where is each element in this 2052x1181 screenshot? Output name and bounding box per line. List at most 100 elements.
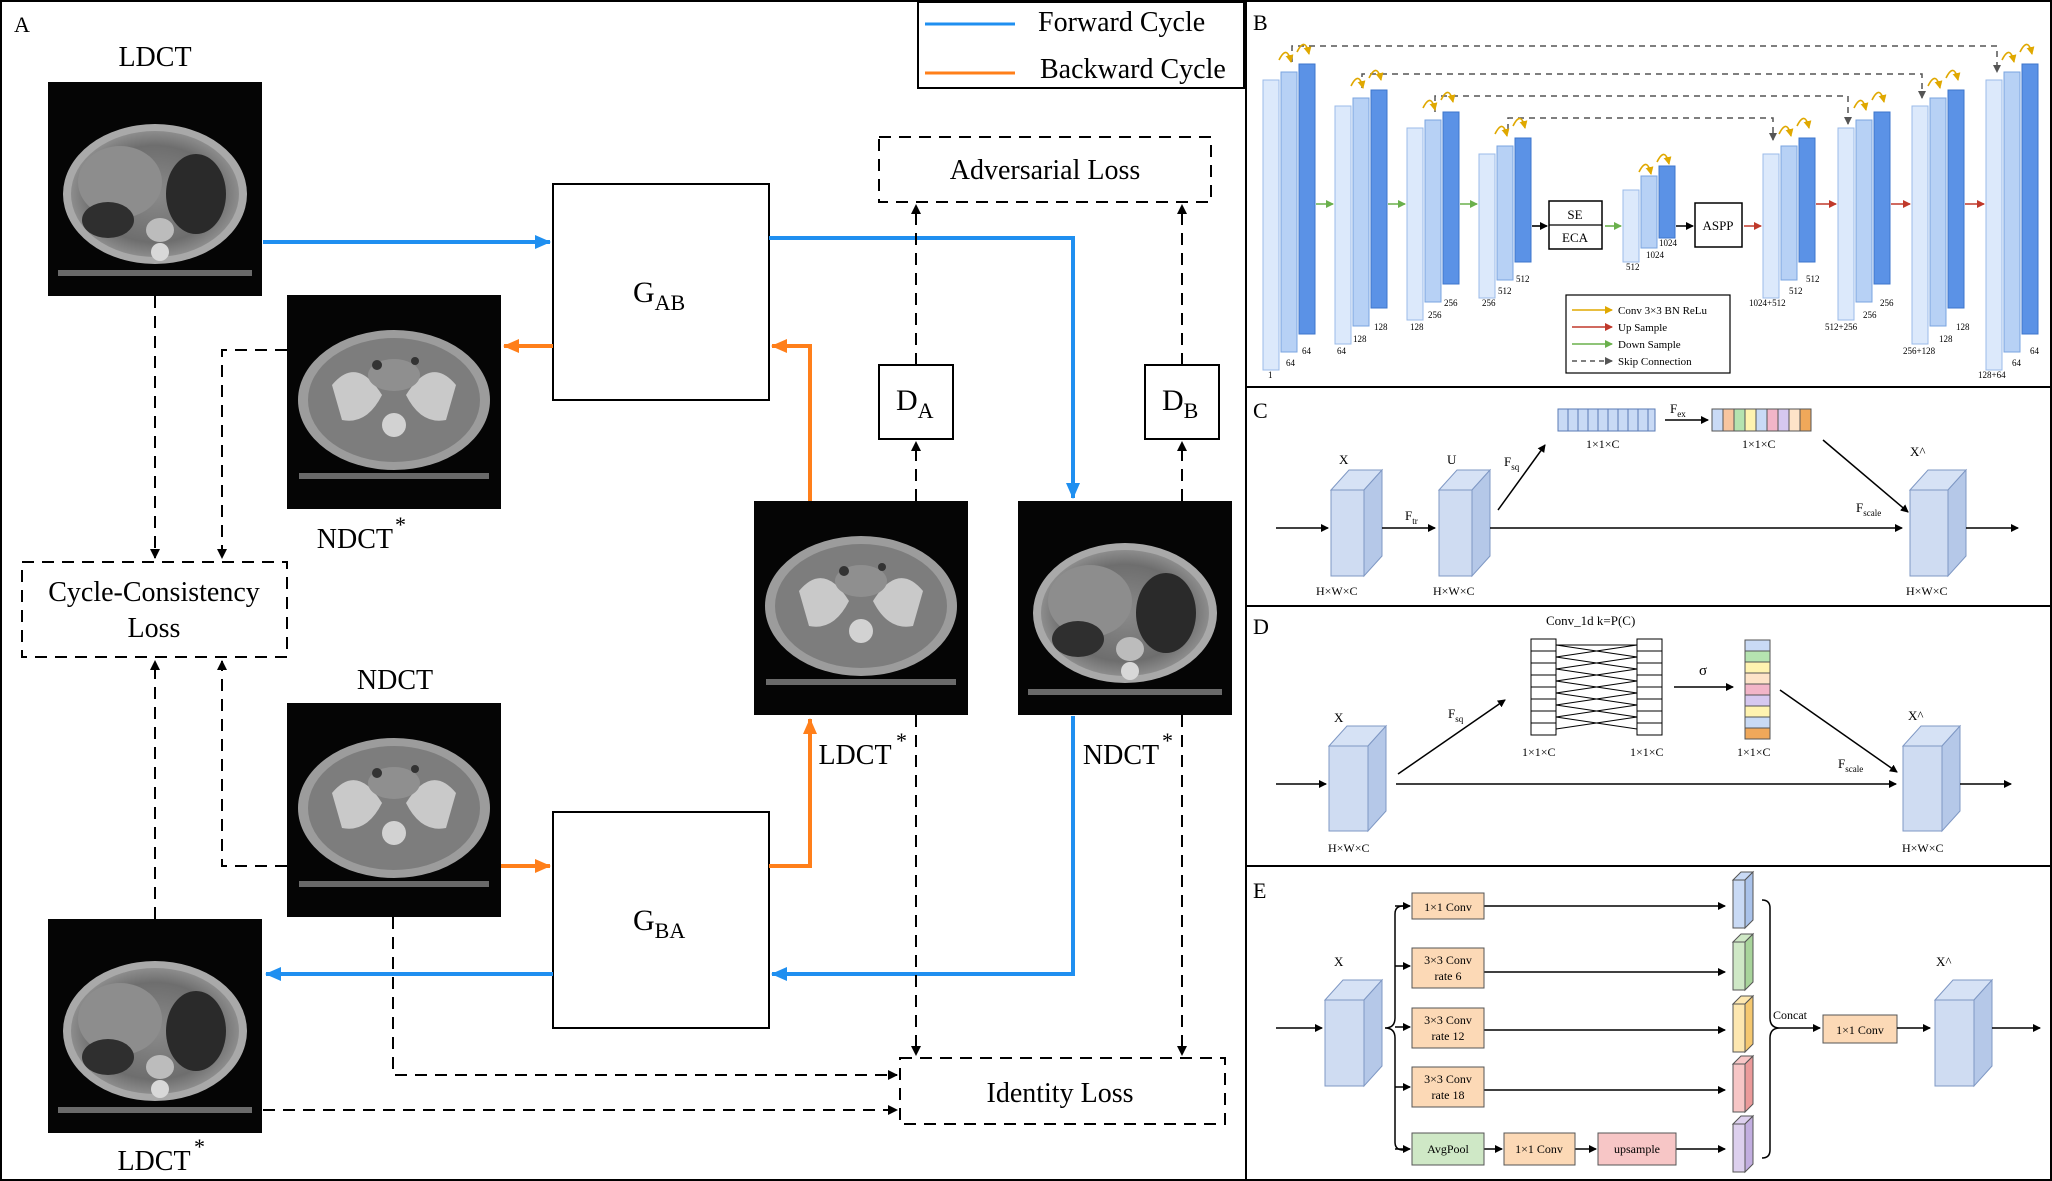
decoder-level-1 bbox=[1985, 63, 2039, 371]
ldct-star-bottom-star: * bbox=[194, 1134, 205, 1159]
aspp-avgpool-box bbox=[1411, 1132, 1485, 1166]
svg-text:256+128: 256+128 bbox=[1903, 346, 1936, 356]
aspp-out-conv-label: 1×1 Conv bbox=[1836, 1023, 1884, 1037]
aspp-conv3-rate6-l2: rate 6 bbox=[1435, 969, 1462, 983]
eca-sigma-label: σ bbox=[1699, 663, 1707, 679]
svg-text:256: 256 bbox=[1482, 298, 1496, 308]
se-u-cube bbox=[1437, 468, 1492, 578]
svg-text:1024: 1024 bbox=[1646, 250, 1665, 260]
aspp-conv3-rate12-box bbox=[1411, 1007, 1485, 1049]
ldct-label-top: LDCT bbox=[118, 42, 191, 73]
ndct-star-label-mid: NDCT bbox=[1083, 740, 1159, 771]
ldct-image-top bbox=[48, 82, 262, 296]
svg-text:128: 128 bbox=[1410, 322, 1424, 332]
aspp-conv3-rate6-box bbox=[1411, 947, 1485, 989]
ldct-star-mid-star: * bbox=[896, 728, 907, 753]
se-block-diagram: X H×W×C Ftr U H×W×C Fsq 1×1×C Fex bbox=[1276, 401, 2019, 598]
unet-legend: Conv 3×3 BN ReLu Up Sample Down Sample S… bbox=[1565, 294, 1731, 374]
svg-text:512: 512 bbox=[1516, 274, 1530, 284]
discriminator-a-label: DA bbox=[896, 384, 934, 423]
decoder-level-3 bbox=[1837, 111, 1891, 321]
panel-label-b: B bbox=[1253, 10, 1268, 35]
se-label: SE bbox=[1567, 207, 1582, 222]
decoder-level-4 bbox=[1762, 137, 1816, 299]
eca-x-label: X bbox=[1334, 710, 1344, 725]
se-x-label: X bbox=[1339, 452, 1349, 467]
eca-fscale-label: Fscale bbox=[1838, 756, 1863, 774]
ldct-star-image-bottom bbox=[48, 919, 262, 1133]
forward-arrow-ndct-to-gba bbox=[771, 716, 1075, 981]
unet-diagram: SE ECA ASPP 1 64 64 64 128 128 128 256 2… bbox=[1262, 43, 2040, 380]
eca-xhat-label: X^ bbox=[1908, 708, 1924, 723]
discriminator-b bbox=[1144, 364, 1220, 440]
se-squeeze-vector bbox=[1557, 408, 1656, 432]
aspp-branch-bracket bbox=[1384, 905, 1404, 1151]
down-sample-arrows bbox=[1316, 200, 1622, 230]
aspp-diagram: X 1×1 Conv 3×3 Conv rate 6 3×3 Conv rate… bbox=[1276, 870, 2041, 1174]
aspp-x-label: X bbox=[1334, 954, 1344, 969]
discriminator-b-label: DB bbox=[1162, 384, 1198, 423]
aspp-pool-conv-label: 1×1 Conv bbox=[1515, 1142, 1563, 1156]
aspp-input-cube bbox=[1323, 978, 1384, 1088]
ndct-star-label: NDCT bbox=[317, 524, 393, 555]
cycle-loss-label-1: Cycle-Consistency bbox=[48, 577, 260, 608]
ndct-image bbox=[287, 703, 501, 917]
se-input-cube bbox=[1329, 468, 1384, 578]
eca-label: ECA bbox=[1562, 230, 1589, 245]
eca-weight-vector bbox=[1744, 639, 1771, 740]
ldct-star-image-mid bbox=[754, 501, 968, 715]
eca-output-cube bbox=[1901, 724, 1962, 833]
se-fscale-label: Fscale bbox=[1856, 500, 1881, 518]
aspp-xhat-label: X^ bbox=[1936, 954, 1952, 969]
aspp-conv3-rate18-box bbox=[1411, 1066, 1485, 1108]
eca-left-vector bbox=[1530, 638, 1557, 736]
aspp-concat-label: Concat bbox=[1773, 1008, 1808, 1022]
generator-ba-label: GBA bbox=[633, 904, 685, 943]
conv-hook-arrows bbox=[1278, 43, 2035, 175]
generator-ab-label: GAB bbox=[633, 276, 685, 315]
panel-label-a: A bbox=[14, 12, 30, 37]
aspp-conv3-rate6-l1: 3×3 Conv bbox=[1424, 953, 1472, 967]
cycle-loss-label-2: Loss bbox=[128, 613, 181, 644]
unet-channel-labels: 1 64 64 64 128 128 128 256 256 256 512 5… bbox=[1268, 238, 2040, 380]
aspp-branch-arrows bbox=[1395, 902, 1726, 1153]
aspp-avgpool-label: AvgPool bbox=[1427, 1142, 1469, 1156]
svg-text:512: 512 bbox=[1498, 286, 1512, 296]
backward-cycle-arrows bbox=[501, 339, 817, 873]
se-output-cube bbox=[1908, 468, 1968, 578]
se-hwc-3: H×W×C bbox=[1906, 584, 1948, 598]
unet-legend-conv: Conv 3×3 BN ReLu bbox=[1618, 305, 1708, 317]
eca-block-diagram: X H×W×C Fsq Conv_1d k=P(C) bbox=[1276, 613, 2012, 855]
backward-arrow-gba-to-ldct-star bbox=[769, 718, 817, 868]
aspp-conv3-rate12-l2: rate 12 bbox=[1432, 1029, 1465, 1043]
svg-text:1024+512: 1024+512 bbox=[1749, 298, 1786, 308]
unet-legend-down: Down Sample bbox=[1618, 339, 1681, 351]
aspp-upsample-box bbox=[1597, 1132, 1677, 1166]
eca-input-cube bbox=[1327, 724, 1388, 833]
aspp-label: ASPP bbox=[1702, 218, 1733, 233]
backward-arrow-ldct-star-to-gab bbox=[771, 339, 812, 501]
eca-hwc-2: H×W×C bbox=[1902, 841, 1944, 855]
forward-cycle-arrows bbox=[263, 235, 1080, 981]
svg-text:256: 256 bbox=[1428, 310, 1442, 320]
up-sample-arrows bbox=[1744, 200, 1985, 230]
svg-text:64: 64 bbox=[2012, 358, 2022, 368]
encoder-level-3 bbox=[1406, 111, 1460, 321]
eca-vec-3: 1×1×C bbox=[1737, 745, 1771, 759]
aspp-output-cube bbox=[1933, 978, 1994, 1088]
eca-vec-1: 1×1×C bbox=[1522, 745, 1556, 759]
unet-legend-up: Up Sample bbox=[1618, 322, 1667, 334]
aspp-conv1-label: 1×1 Conv bbox=[1424, 900, 1472, 914]
se-u-label: U bbox=[1447, 452, 1457, 467]
generator-ab bbox=[552, 183, 770, 401]
svg-text:512+256: 512+256 bbox=[1825, 322, 1858, 332]
cycle-consistency-loss-box bbox=[21, 561, 288, 658]
encoder-level-4 bbox=[1478, 137, 1532, 299]
svg-text:256: 256 bbox=[1863, 310, 1877, 320]
loss-dashed-arrows bbox=[150, 204, 1187, 1115]
adversarial-loss-box bbox=[878, 136, 1212, 203]
svg-text:128: 128 bbox=[1374, 322, 1388, 332]
cycle-legend: Forward Cycle Backward Cycle bbox=[917, 1, 1245, 89]
aspp-conv3-rate18-l2: rate 18 bbox=[1432, 1088, 1465, 1102]
eca-vec-2: 1×1×C bbox=[1630, 745, 1664, 759]
